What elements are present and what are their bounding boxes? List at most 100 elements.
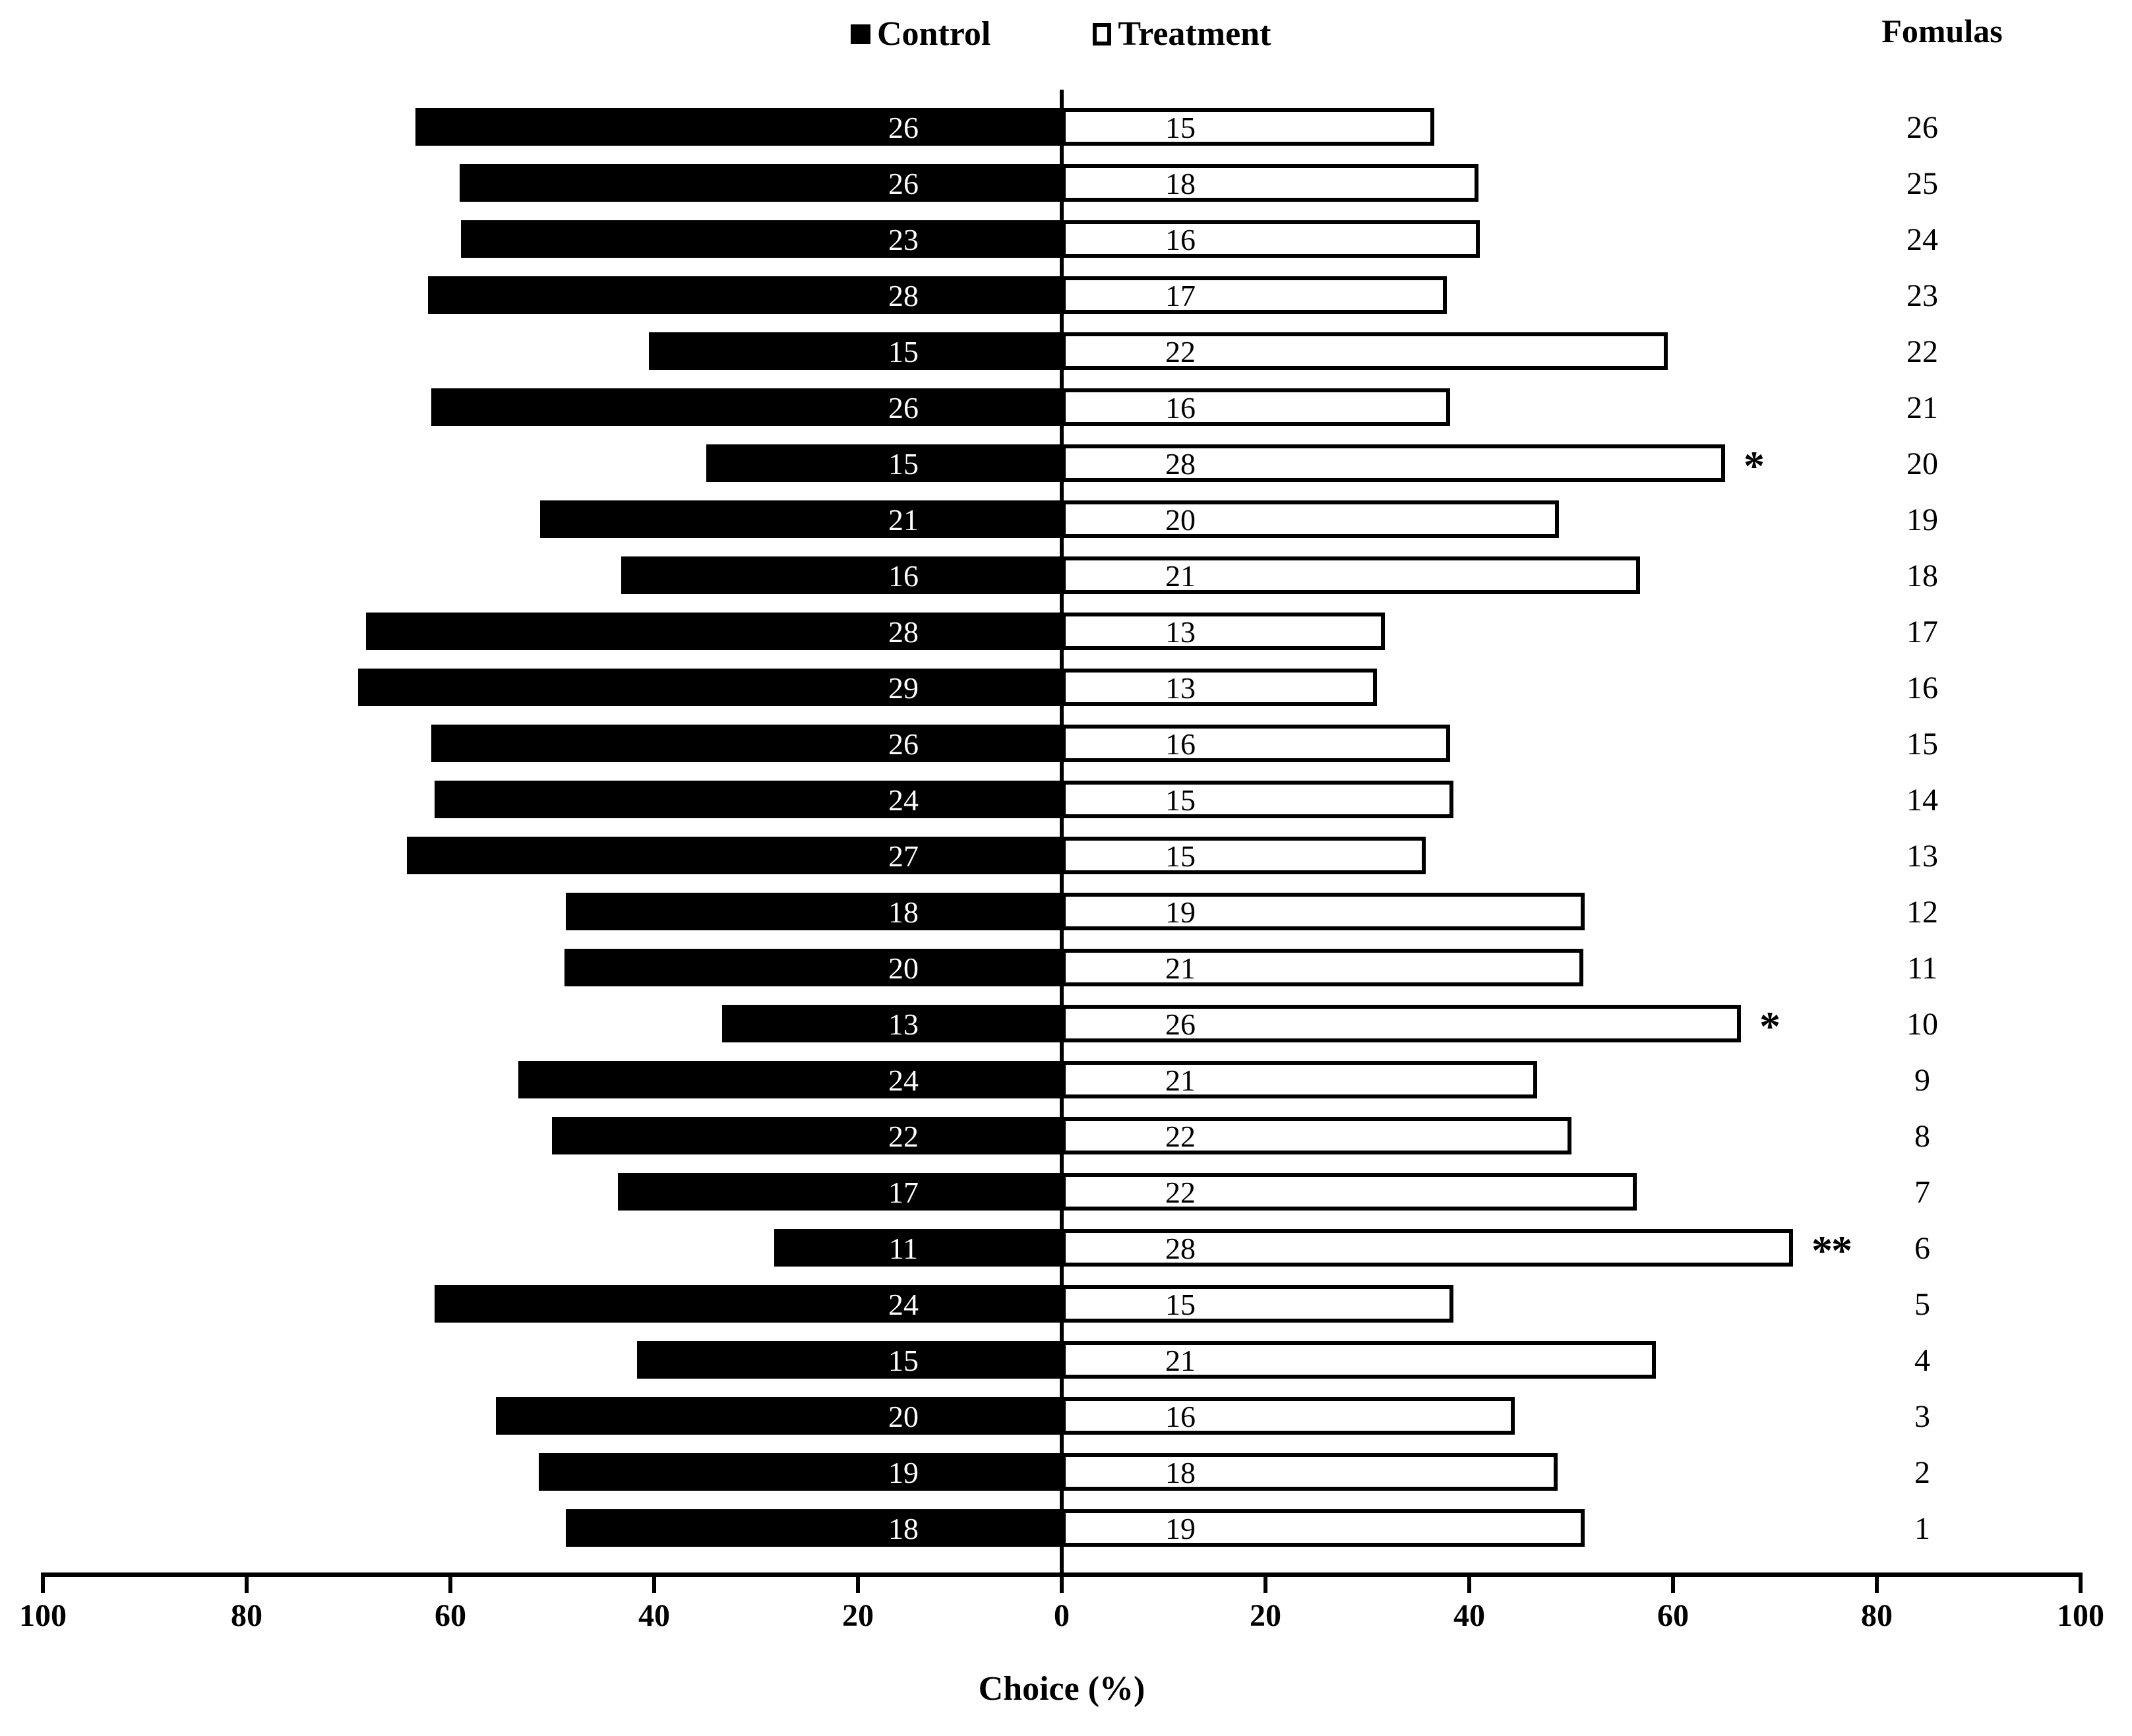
treatment-bar xyxy=(1062,108,1434,146)
treatment-bar xyxy=(1062,893,1585,930)
treatment-bar xyxy=(1062,220,1480,258)
control-value-label: 26 xyxy=(888,167,919,200)
legend: Control Treatment xyxy=(851,15,1271,53)
treatment-bar xyxy=(1062,669,1377,706)
control-value-label: 24 xyxy=(888,1063,919,1097)
formula-number: 12 xyxy=(1906,895,1938,930)
formula-number: 13 xyxy=(1906,839,1938,874)
legend-label-control: Control xyxy=(877,15,991,53)
axis-tick xyxy=(1060,1577,1064,1593)
treatment-bar xyxy=(1062,332,1668,370)
chart-row: 24 15 5 xyxy=(0,1276,2132,1332)
control-value-label: 23 xyxy=(888,223,919,256)
control-value-label: 26 xyxy=(888,391,919,425)
control-value-label: 15 xyxy=(888,447,919,481)
treatment-bar xyxy=(1062,500,1559,538)
control-bar xyxy=(435,781,1062,818)
treatment-bar xyxy=(1062,556,1640,594)
control-value-label: 13 xyxy=(888,1007,919,1041)
axis-tick xyxy=(652,1577,656,1593)
treatment-value-label: 15 xyxy=(1165,1288,1196,1321)
treatment-value-label: 16 xyxy=(1165,391,1196,425)
control-bar xyxy=(540,500,1062,538)
formula-number: 19 xyxy=(1906,502,1938,537)
chart-row: 19 18 2 xyxy=(0,1444,2132,1500)
control-bar xyxy=(637,1341,1062,1379)
x-axis-title: Choice (%) xyxy=(978,1670,1145,1708)
control-bar xyxy=(539,1453,1062,1491)
chart-row: 26 16 21 xyxy=(0,379,2132,435)
treatment-value-label: 16 xyxy=(1165,223,1196,256)
control-bar xyxy=(706,444,1062,482)
control-bar xyxy=(358,669,1062,706)
control-value-label: 18 xyxy=(888,1512,919,1545)
control-bar xyxy=(435,1285,1062,1323)
control-bar xyxy=(431,388,1062,426)
treatment-bar xyxy=(1062,837,1426,874)
treatment-value-label: 21 xyxy=(1165,559,1196,593)
axis-tick-label: 20 xyxy=(842,1598,874,1633)
axis-tick-label: 80 xyxy=(1861,1598,1893,1633)
formula-number: 23 xyxy=(1906,278,1938,313)
treatment-value-label: 22 xyxy=(1165,335,1196,369)
treatment-value-label: 21 xyxy=(1165,1344,1196,1377)
chart-row: 26 18 25 xyxy=(0,155,2132,211)
formula-number: 22 xyxy=(1906,334,1938,369)
formula-number: 14 xyxy=(1906,783,1938,818)
axis-tick-label: 40 xyxy=(638,1598,670,1633)
treatment-value-label: 28 xyxy=(1165,1232,1196,1265)
axis-tick xyxy=(1264,1577,1267,1593)
outline-square-icon xyxy=(1093,22,1112,45)
control-value-label: 20 xyxy=(888,1400,919,1433)
chart-row: 18 19 1 xyxy=(0,1500,2132,1556)
control-value-label: 29 xyxy=(888,671,919,705)
treatment-bar xyxy=(1062,1005,1741,1042)
treatment-value-label: 17 xyxy=(1165,279,1196,313)
axis-tick-label: 0 xyxy=(1054,1598,1070,1633)
control-bar xyxy=(460,164,1062,202)
axis-tick xyxy=(245,1577,249,1593)
treatment-bar xyxy=(1062,164,1478,202)
treatment-bar xyxy=(1062,1117,1571,1154)
axis-tick-label: 20 xyxy=(1250,1598,1281,1633)
treatment-value-label: 16 xyxy=(1165,727,1196,761)
significance-marker: * xyxy=(1744,442,1765,489)
treatment-value-label: 21 xyxy=(1165,951,1196,985)
chart-row: 17 22 7 xyxy=(0,1164,2132,1220)
treatment-value-label: 13 xyxy=(1165,615,1196,649)
control-value-label: 11 xyxy=(888,1232,919,1265)
axis-tick-label: 100 xyxy=(2057,1598,2104,1633)
axis-tick xyxy=(41,1577,45,1593)
formula-number: 7 xyxy=(1914,1175,1930,1210)
treatment-bar xyxy=(1062,613,1385,650)
control-value-label: 19 xyxy=(888,1456,919,1489)
control-value-label: 20 xyxy=(888,951,919,985)
legend-item-control: Control xyxy=(851,15,990,53)
treatment-value-label: 20 xyxy=(1165,503,1196,537)
chart-row: 15 22 22 xyxy=(0,323,2132,379)
treatment-bar xyxy=(1062,1397,1515,1435)
treatment-bar xyxy=(1062,1453,1558,1491)
control-bar xyxy=(496,1397,1062,1435)
chart-row: 15 21 4 xyxy=(0,1332,2132,1388)
treatment-value-label: 19 xyxy=(1165,895,1196,929)
treatment-value-label: 15 xyxy=(1165,111,1196,144)
axis-tick-label: 60 xyxy=(435,1598,466,1633)
control-bar xyxy=(407,837,1062,874)
treatment-value-label: 16 xyxy=(1165,1400,1196,1433)
treatment-bar xyxy=(1062,949,1583,986)
filled-square-icon xyxy=(851,24,870,44)
control-value-label: 28 xyxy=(888,615,919,649)
axis-tick xyxy=(448,1577,452,1593)
control-value-label: 22 xyxy=(888,1120,919,1153)
formula-number: 24 xyxy=(1906,222,1938,257)
treatment-value-label: 22 xyxy=(1165,1176,1196,1209)
control-value-label: 16 xyxy=(888,559,919,593)
treatment-value-label: 18 xyxy=(1165,167,1196,200)
treatment-value-label: 13 xyxy=(1165,671,1196,705)
treatment-bar xyxy=(1062,781,1453,818)
formula-number: 25 xyxy=(1906,166,1938,201)
formula-number: 20 xyxy=(1906,446,1938,481)
axis-tick-label: 100 xyxy=(19,1598,67,1633)
control-value-label: 17 xyxy=(888,1176,919,1209)
